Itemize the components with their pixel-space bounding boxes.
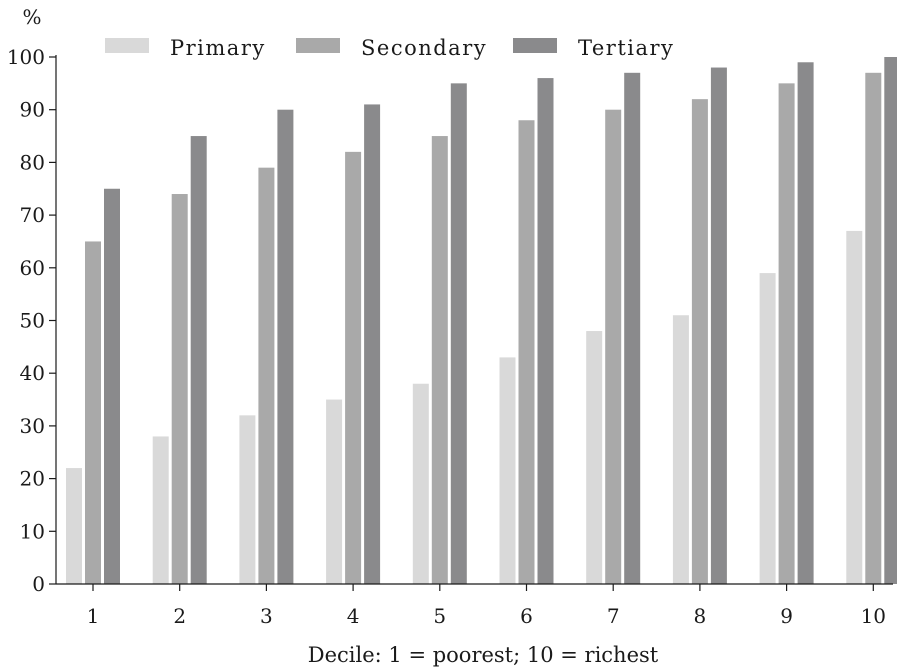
bar-primary-6: [499, 357, 516, 584]
bar-tertiary-9: [797, 62, 814, 584]
bar-group-decile-8: [672, 67, 727, 585]
legend-label: Tertiary: [578, 36, 674, 60]
bar-primary-10: [846, 230, 863, 584]
bar-secondary-7: [605, 109, 622, 584]
y-tick-label: 20: [20, 467, 45, 491]
y-tick-label: 90: [20, 98, 45, 122]
bar-primary-1: [66, 468, 82, 584]
x-tick-label: 1: [87, 604, 100, 628]
y-tick-label: 100: [7, 45, 45, 69]
legend-label: Secondary: [361, 36, 487, 60]
bar-secondary-4: [345, 151, 362, 585]
bar-tertiary-4: [364, 104, 381, 585]
bar-secondary-9: [778, 83, 795, 584]
bar-primary-5: [412, 383, 429, 584]
bar-primary-2: [152, 436, 169, 584]
legend-swatch: [296, 38, 340, 53]
bar-secondary-10: [865, 72, 882, 584]
bars: [66, 57, 897, 585]
bar-tertiary-2: [190, 136, 207, 585]
x-tick-label: 2: [173, 604, 186, 628]
y-tick-label: 60: [20, 256, 45, 280]
legend-label: Primary: [170, 36, 266, 60]
legend: Primary Secondary Tertiary: [105, 36, 674, 60]
bar-tertiary-10: [884, 57, 897, 584]
bar-secondary-3: [258, 167, 275, 585]
bar-secondary-5: [431, 136, 448, 585]
y-axis-unit-label: %: [22, 5, 41, 29]
x-tick-label: 3: [260, 604, 273, 628]
x-axis: 1 2 3 4 5 6 7 8 9 10: [56, 583, 893, 628]
x-axis-title: Decile: 1 = poorest; 10 = richest: [308, 643, 659, 667]
bar-primary-3: [239, 415, 256, 584]
bar-secondary-6: [518, 120, 535, 585]
bar-primary-9: [759, 273, 776, 584]
y-tick-label: 30: [20, 414, 45, 438]
x-tick-label: 6: [520, 604, 533, 628]
y-axis: 0 10 20 30 40 50 60 70 80 90 100: [7, 45, 57, 596]
x-tick-label: 8: [694, 604, 707, 628]
y-tick-label: 10: [20, 519, 45, 543]
bar-secondary-8: [691, 99, 708, 584]
bar-tertiary-5: [450, 83, 467, 584]
y-tick-label: 70: [20, 203, 45, 227]
bar-group-decile-5: [412, 83, 467, 585]
bar-tertiary-6: [537, 78, 554, 584]
bar-primary-4: [326, 399, 343, 584]
bar-group-decile-3: [239, 109, 294, 585]
bar-secondary-1: [85, 241, 101, 584]
legend-swatch: [105, 38, 149, 53]
bar-group-decile-9: [759, 62, 814, 584]
bar-tertiary-7: [624, 72, 641, 584]
x-tick-label: 9: [780, 604, 793, 628]
y-tick-label: 40: [20, 361, 45, 385]
bar-group-decile-2: [152, 136, 207, 585]
x-tick-label: 7: [607, 604, 620, 628]
y-tick-label: 0: [32, 572, 45, 596]
bar-group-decile-6: [499, 78, 554, 585]
bar-group-decile-4: [326, 104, 381, 585]
legend-item-tertiary: Tertiary: [513, 36, 674, 60]
x-tick-label: 4: [347, 604, 360, 628]
bar-group-decile-1: [66, 188, 120, 584]
y-tick-label: 50: [20, 309, 45, 333]
bar-primary-8: [672, 315, 689, 584]
legend-item-secondary: Secondary: [296, 36, 487, 60]
bar-tertiary-3: [277, 109, 294, 584]
bar-group-decile-7: [586, 72, 641, 584]
x-tick-label: 5: [433, 604, 446, 628]
bar-tertiary-1: [104, 188, 120, 584]
y-tick-label: 80: [20, 150, 45, 174]
bar-primary-7: [586, 331, 603, 584]
bar-secondary-2: [171, 194, 188, 584]
bar-tertiary-8: [710, 67, 727, 585]
x-tick-label: 10: [861, 604, 886, 628]
legend-swatch: [513, 38, 557, 53]
legend-item-primary: Primary: [105, 36, 266, 60]
bar-group-decile-10: [846, 57, 897, 584]
